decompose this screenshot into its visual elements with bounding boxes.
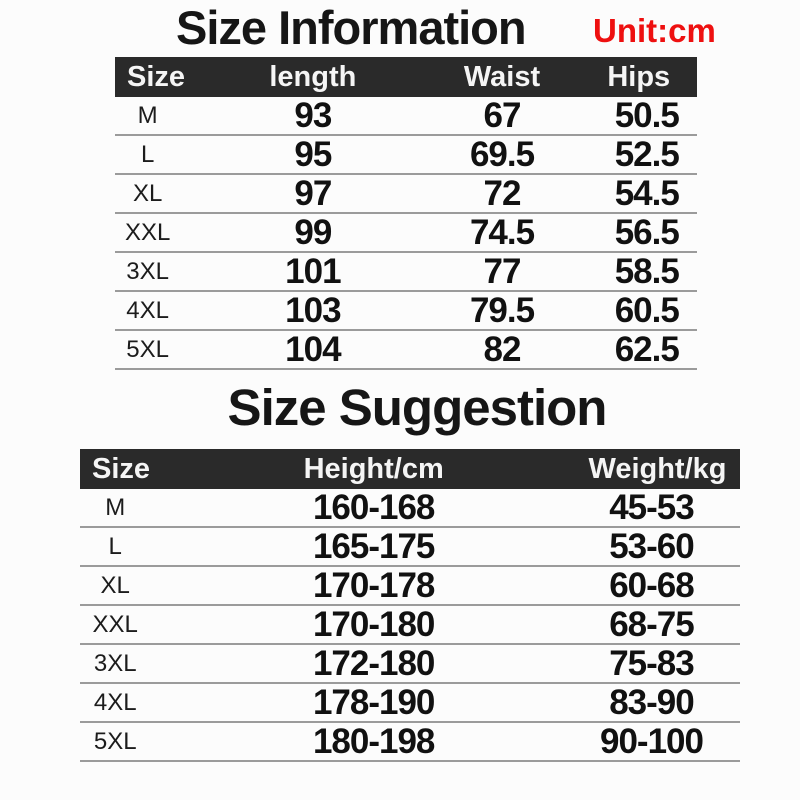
cell-waist: 72 [483, 174, 522, 213]
cell-waist: 74.5 [469, 213, 535, 252]
cell-size: XL [100, 572, 130, 599]
cell-size: L [140, 141, 155, 168]
table-row: L 95 69.5 52.5 [115, 136, 697, 175]
cell-length: 103 [285, 291, 341, 330]
cell-weight: 83-90 [609, 683, 695, 722]
cell-height: 160-168 [312, 488, 435, 527]
cell-height: 172-180 [312, 644, 435, 683]
cell-weight: 90-100 [599, 722, 704, 761]
cell-size: 4XL [126, 297, 169, 324]
table-row: 4XL 103 79.5 60.5 [115, 292, 697, 331]
cell-height: 178-190 [312, 683, 435, 722]
cell-height: 170-180 [312, 605, 435, 644]
cell-hips: 52.5 [614, 135, 680, 174]
unit-label: Unit:cm [593, 12, 716, 49]
column-header-hips: Hips [607, 61, 671, 93]
cell-size: 5XL [126, 336, 169, 363]
cell-waist: 82 [483, 330, 522, 369]
size-suggestion-table: Size Height/cm Weight/kg M 160-168 45-53… [80, 449, 740, 762]
table-row: XL 170-178 60-68 [80, 567, 740, 606]
cell-length: 101 [285, 252, 341, 291]
cell-size: 5XL [93, 728, 137, 755]
cell-length: 99 [294, 213, 332, 252]
cell-size: M [137, 102, 158, 129]
cell-size: XXL [92, 611, 138, 638]
table-row: XXL 170-180 68-75 [80, 606, 740, 645]
cell-hips: 54.5 [614, 174, 680, 213]
cell-size: XL [132, 180, 163, 207]
cell-length: 93 [294, 96, 332, 135]
size-information-title: Size Information [176, 1, 527, 54]
table-row: XXL 99 74.5 56.5 [115, 214, 697, 253]
column-header-size: Size [127, 61, 186, 93]
table-row: 4XL 178-190 83-90 [80, 684, 740, 723]
table-row: 5XL 180-198 90-100 [80, 723, 740, 762]
size-information-table: Size length Waist Hips M 93 67 50.5 L 95… [115, 57, 697, 370]
cell-size: L [108, 533, 122, 560]
cell-length: 95 [294, 135, 332, 174]
cell-weight: 75-83 [609, 644, 695, 683]
cell-hips: 56.5 [614, 213, 680, 252]
cell-weight: 68-75 [609, 605, 695, 644]
table-row: L 165-175 53-60 [80, 528, 740, 567]
size-suggestion-header: Size Height/cm Weight/kg [80, 449, 740, 489]
size-information-header: Size length Waist Hips [115, 57, 697, 97]
cell-weight: 45-53 [609, 488, 695, 527]
table-row: 5XL 104 82 62.5 [115, 331, 697, 370]
cell-height: 170-178 [312, 566, 435, 605]
cell-height: 180-198 [312, 722, 435, 761]
table-row: XL 97 72 54.5 [115, 175, 697, 214]
cell-weight: 53-60 [609, 527, 695, 566]
cell-size: 3XL [93, 650, 137, 677]
cell-length: 97 [294, 174, 332, 213]
column-header-length: length [269, 61, 357, 93]
cell-size: 4XL [93, 689, 137, 716]
cell-waist: 77 [483, 252, 522, 291]
cell-waist: 69.5 [469, 135, 535, 174]
column-header-size: Size [92, 453, 151, 485]
cell-hips: 58.5 [614, 252, 680, 291]
cell-weight: 60-68 [609, 566, 695, 605]
cell-hips: 50.5 [614, 96, 680, 135]
cell-size: XXL [124, 219, 171, 246]
cell-waist: 67 [483, 96, 522, 135]
column-header-weight: Weight/kg [588, 453, 727, 485]
cell-size: M [105, 494, 126, 521]
cell-hips: 62.5 [614, 330, 680, 369]
cell-size: 3XL [126, 258, 169, 285]
table-row: 3XL 172-180 75-83 [80, 645, 740, 684]
cell-hips: 60.5 [614, 291, 680, 330]
column-header-waist: Waist [463, 61, 541, 93]
table-row: M 93 67 50.5 [115, 97, 697, 136]
column-header-height: Height/cm [303, 453, 444, 485]
cell-height: 165-175 [312, 527, 435, 566]
cell-waist: 79.5 [469, 291, 535, 330]
size-suggestion-title: Size Suggestion [227, 379, 608, 436]
table-row: M 160-168 45-53 [80, 489, 740, 528]
table-row: 3XL 101 77 58.5 [115, 253, 697, 292]
cell-length: 104 [285, 330, 341, 369]
